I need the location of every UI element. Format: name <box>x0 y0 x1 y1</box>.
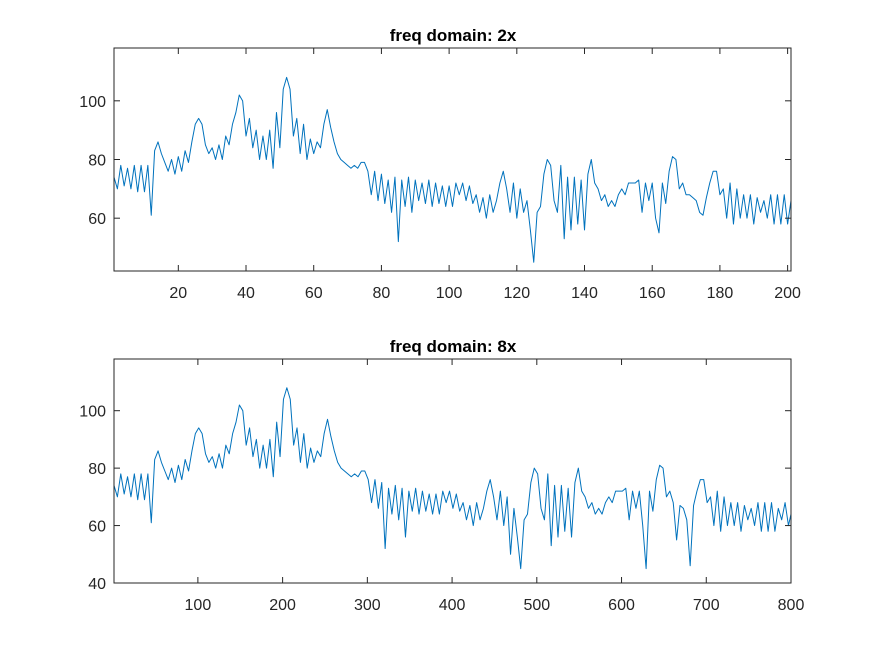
top-plot-x-tick-label: 180 <box>707 285 734 302</box>
bottom-plot-axes-box <box>113 358 792 584</box>
bottom-plot-x-tick-label: 100 <box>185 597 212 614</box>
bottom-plot-x-tick-label: 300 <box>354 597 381 614</box>
top-plot-title: freq domain: 2x <box>390 26 517 45</box>
top-plot-x-tick-label: 20 <box>169 285 187 302</box>
bottom-plot-x-tick-label: 600 <box>608 597 635 614</box>
top-plot: freq domain: 2x 20 40 60 80 100 120 140 160 180 2… <box>79 26 801 302</box>
bottom-plot-title: freq domain: 8x <box>390 337 517 356</box>
bottom-plot: freq domain: 8x 100 200 300 400 500 600 700 800… <box>79 337 804 614</box>
top-plot-x-tick-label: 160 <box>639 285 666 302</box>
top-plot-x-tick-label: 40 <box>237 285 255 302</box>
bottom-plot-y-tick-label: 40 <box>88 576 106 593</box>
top-plot-y-tick-label: 80 <box>88 153 106 170</box>
bottom-plot-y-tick-label: 100 <box>79 404 106 421</box>
top-plot-y-tick-label: 60 <box>88 211 106 228</box>
bottom-plot-y-tick-label: 80 <box>88 461 106 478</box>
bottom-plot-x-tick-label: 800 <box>778 597 805 614</box>
top-plot-x-tick-label: 200 <box>774 285 801 302</box>
bottom-plot-y-tick-label: 60 <box>88 519 106 536</box>
top-plot-x-tick-label: 120 <box>503 285 530 302</box>
bottom-plot-series-line <box>113 387 792 570</box>
top-plot-series-line <box>113 76 792 263</box>
bottom-plot-x-tick-label: 700 <box>693 597 720 614</box>
top-plot-y-tick-label: 100 <box>79 94 106 111</box>
top-plot-ticks: 20 40 60 80 100 120 140 160 180 200 60 80 100 <box>79 48 801 302</box>
top-plot-axes-box <box>113 47 792 272</box>
top-plot-x-tick-label: 100 <box>436 285 463 302</box>
bottom-plot-ticks: 100 200 300 400 500 600 700 800 40 60 80 100 <box>79 359 804 614</box>
bottom-plot-x-tick-label: 500 <box>523 597 550 614</box>
bottom-plot-x-tick-label: 200 <box>269 597 296 614</box>
top-plot-x-tick-label: 80 <box>373 285 391 302</box>
bottom-plot-x-tick-label: 400 <box>439 597 466 614</box>
top-plot-x-tick-label: 140 <box>571 285 598 302</box>
top-plot-x-tick-label: 60 <box>305 285 323 302</box>
